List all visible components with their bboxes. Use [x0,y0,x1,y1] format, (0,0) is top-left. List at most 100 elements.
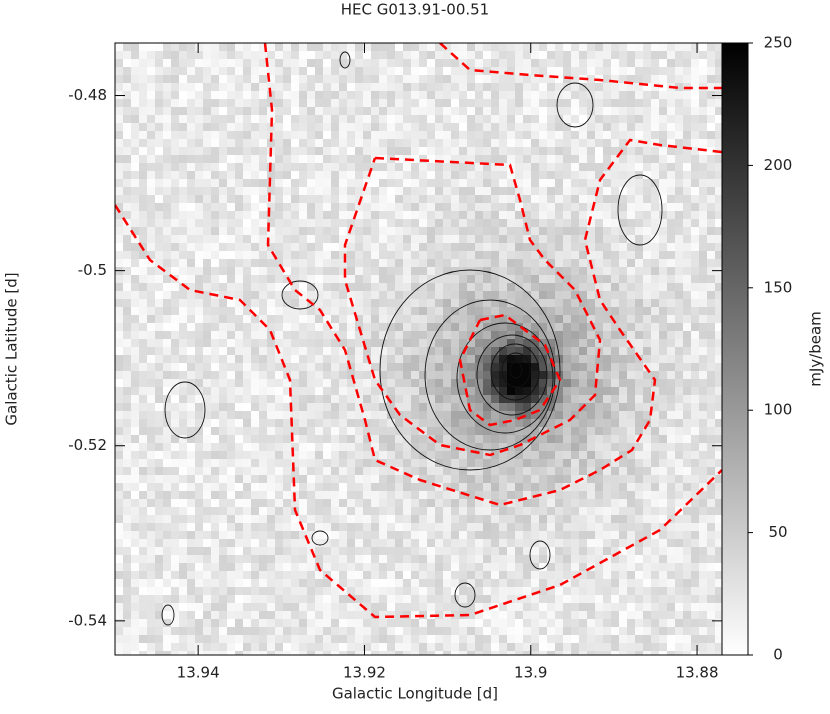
pixel [499,179,507,187]
pixel [251,299,259,307]
pixel [587,235,595,243]
pixel [403,443,411,451]
pixel [251,523,259,531]
pixel [355,539,363,547]
pixel [195,211,203,219]
pixel [443,491,451,499]
pixel [435,459,443,467]
pixel [459,355,467,363]
pixel [667,379,675,387]
pixel [411,451,419,459]
pixel [499,547,507,555]
pixel [323,139,331,147]
pixel [163,307,171,315]
pixel [131,347,139,355]
pixel [179,403,187,411]
pixel [323,75,331,83]
pixel [307,75,315,83]
pixel [379,91,387,99]
pixel [603,387,611,395]
pixel [123,395,131,403]
pixel [603,403,611,411]
pixel [179,83,187,91]
pixel [307,491,315,499]
pixel [451,563,459,571]
pixel [235,43,243,51]
pixel [547,515,555,523]
pixel [563,427,571,435]
pixel [707,251,715,259]
pixel [291,251,299,259]
pixel [715,435,722,443]
pixel [179,555,187,563]
pixel [435,275,443,283]
pixel [371,147,379,155]
pixel [563,139,571,147]
pixel [635,59,643,67]
pixel [515,539,523,547]
pixel [611,379,619,387]
pixel [155,227,163,235]
pixel [475,75,483,83]
pixel [651,91,659,99]
pixel [539,195,547,203]
pixel [411,547,419,555]
pixel [395,283,403,291]
pixel [571,443,579,451]
pixel [443,323,451,331]
pixel [299,131,307,139]
pixel [363,203,371,211]
pixel [379,427,387,435]
pixel [707,187,715,195]
pixel [547,315,555,323]
pixel [131,203,139,211]
pixel [203,163,211,171]
pixel [123,259,131,267]
pixel [483,459,491,467]
pixel [627,363,635,371]
pixel [299,339,307,347]
pixel [203,339,211,347]
pixel [403,83,411,91]
pixel [571,219,579,227]
pixel [347,419,355,427]
pixel [259,451,267,459]
pixel [395,547,403,555]
pixel [619,259,627,267]
pixel [291,531,299,539]
pixel [179,243,187,251]
pixel [195,507,203,515]
pixel [219,171,227,179]
pixel [547,235,555,243]
pixel [307,59,315,67]
pixel [523,291,531,299]
pixel [195,347,203,355]
pixel [163,115,171,123]
pixel [299,67,307,75]
pixel [563,59,571,67]
pixel [451,67,459,75]
pixel [339,483,347,491]
pixel [675,123,683,131]
pixel [211,539,219,547]
pixel [411,443,419,451]
pixel [355,187,363,195]
pixel [259,75,267,83]
pixel [419,395,427,403]
pixel [283,147,291,155]
pixel [355,523,363,531]
pixel [147,403,155,411]
pixel [563,403,571,411]
pixel [371,507,379,515]
pixel [683,331,691,339]
pixel [363,411,371,419]
pixel [523,99,531,107]
pixel [531,283,539,291]
pixel [467,195,475,203]
pixel [539,155,547,163]
pixel [243,459,251,467]
pixel [531,427,539,435]
pixel [123,107,131,115]
pixel [627,307,635,315]
pixel [667,43,675,51]
